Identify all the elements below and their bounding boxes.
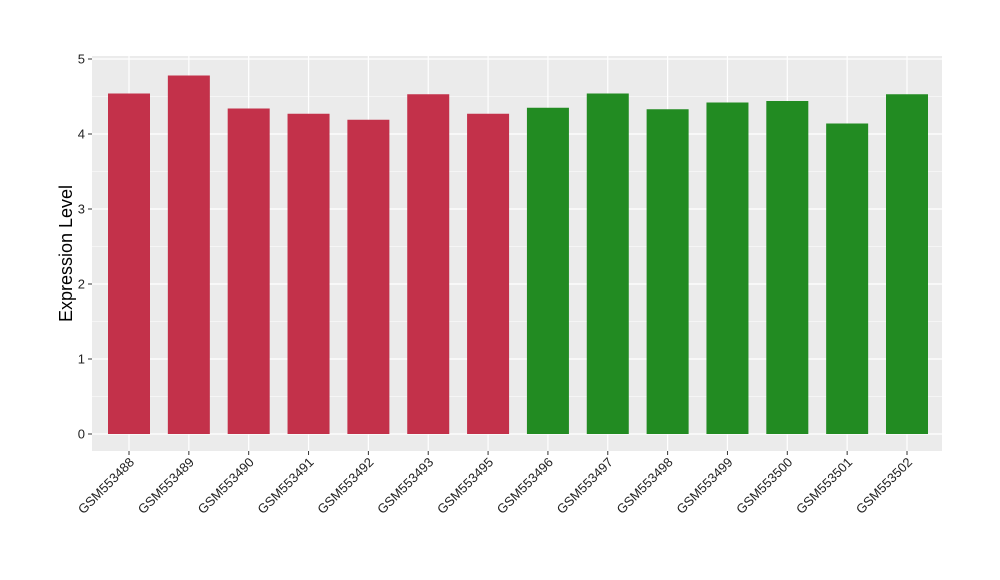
x-tick-label: GSM553496 [494,455,556,517]
bar-GSM553498 [646,109,689,434]
x-tick-label: GSM553500 [733,455,795,517]
y-axis-title: Expression Level [56,185,76,322]
plot-panel [92,56,942,451]
y-axis: 0 1 2 3 4 5 [78,52,92,442]
bar-GSM553495 [467,113,510,434]
x-tick-label: GSM553499 [673,455,735,517]
x-tick-label: GSM553493 [374,455,436,517]
bars [108,75,928,434]
x-tick-label: GSM553498 [614,455,676,517]
x-tick-label: GSM553490 [195,455,257,517]
x-tick-label: GSM553491 [254,455,316,517]
bar-GSM553488 [108,93,150,434]
bar-GSM553492 [347,119,390,434]
bar-GSM553499 [706,102,749,434]
bar-GSM553500 [766,101,809,434]
y-tick-label: 1 [78,352,85,367]
x-tick-label: GSM553502 [853,455,915,517]
x-axis: GSM553488GSM553489GSM553490GSM553491GSM5… [75,451,915,517]
bar-GSM553490 [227,108,270,434]
bar-GSM553491 [287,113,330,434]
y-tick-label: 5 [78,52,85,67]
bar-GSM553493 [407,94,450,434]
x-tick-label: GSM553492 [314,455,376,517]
bar-GSM553496 [526,107,569,434]
x-tick-label: GSM553497 [554,455,616,517]
x-tick-label: GSM553495 [434,455,496,517]
x-tick-label: GSM553489 [135,455,197,517]
bar-GSM553501 [826,123,869,434]
bar-GSM553502 [886,94,928,434]
y-tick-label: 3 [78,202,85,217]
bar-GSM553497 [586,93,629,434]
bar-GSM553489 [167,75,210,434]
y-tick-label: 0 [78,427,85,442]
y-tick-label: 4 [78,127,85,142]
y-tick-label: 2 [78,277,85,292]
x-tick-label: GSM553501 [793,455,855,517]
x-tick-label: GSM553488 [75,455,137,517]
